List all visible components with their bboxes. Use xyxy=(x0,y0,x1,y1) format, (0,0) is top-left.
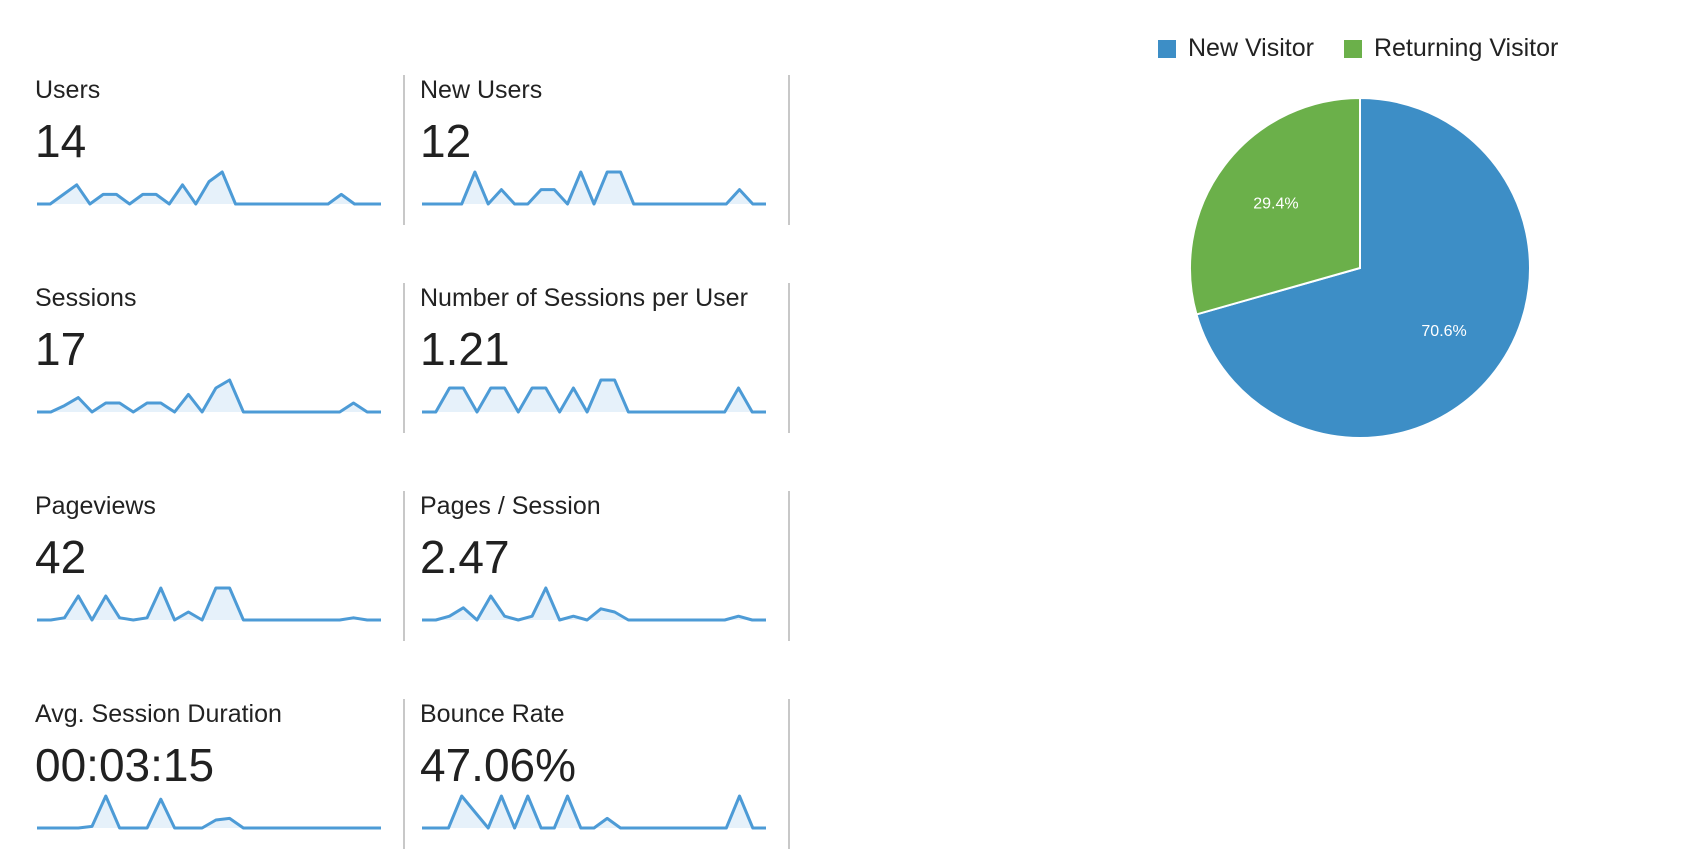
metric-sparkline xyxy=(37,586,381,622)
metric-value: 47.06% xyxy=(420,739,577,791)
metric-sparkline xyxy=(422,378,766,414)
metric-label: Pages / Session xyxy=(420,492,601,520)
pie-slice-returning-visitor[interactable] xyxy=(1189,96,1361,316)
metric-label: New Users xyxy=(420,76,543,104)
metric-card-pages-session[interactable]: Pages / Session 2.47 xyxy=(420,491,790,641)
metric-sparkline xyxy=(37,794,381,830)
legend-swatch-returning-visitor xyxy=(1343,39,1362,58)
metric-sparkline xyxy=(422,586,766,622)
metric-sparkline xyxy=(422,794,766,830)
legend-item-new-visitor[interactable]: New Visitor xyxy=(1158,34,1314,63)
metric-label: Users xyxy=(35,76,101,104)
metric-card-new-users[interactable]: New Users 12 xyxy=(420,75,790,225)
metric-value: 12 xyxy=(420,115,472,167)
metric-card-sessions[interactable]: Sessions 17 xyxy=(35,283,405,433)
metric-card-avg-session-duration[interactable]: Avg. Session Duration 00:03:15 xyxy=(35,699,405,849)
metric-card-users[interactable]: Users 14 xyxy=(35,75,405,225)
sparkline-line xyxy=(37,586,381,622)
sparkline-line xyxy=(37,378,381,414)
sparkline-area xyxy=(422,796,766,828)
metric-value: 42 xyxy=(35,531,87,583)
legend-label-returning-visitor: Returning Visitor xyxy=(1373,34,1559,62)
pie-label-new-visitor: 70.6% xyxy=(1421,323,1466,340)
legend-item-returning-visitor[interactable]: Returning Visitor xyxy=(1343,34,1559,63)
sparkline-line xyxy=(37,794,381,830)
sparkline-line xyxy=(422,378,766,414)
metric-label: Avg. Session Duration xyxy=(35,700,282,728)
metric-value: 1.21 xyxy=(420,323,510,375)
pie-label-returning-visitor: 29.4% xyxy=(1253,196,1298,213)
metric-sparkline xyxy=(37,378,381,414)
metric-label: Number of Sessions per User xyxy=(420,284,748,312)
metric-label: Sessions xyxy=(35,284,137,312)
metric-card-bounce-rate[interactable]: Bounce Rate 47.06% xyxy=(420,699,790,849)
sparkline-line xyxy=(422,794,766,830)
sparkline-area xyxy=(37,796,381,828)
pie-legend: New Visitor Returning Visitor xyxy=(1158,34,1588,63)
sparkline-line xyxy=(37,170,381,206)
metric-value: 00:03:15 xyxy=(35,739,215,791)
metric-card-pageviews[interactable]: Pageviews 42 xyxy=(35,491,405,641)
sparkline-area xyxy=(37,172,381,204)
sparkline-line xyxy=(422,586,766,622)
metric-value: 17 xyxy=(35,323,87,375)
sparkline-area xyxy=(422,172,766,204)
metric-sparkline xyxy=(37,170,381,206)
sparkline-area xyxy=(422,588,766,620)
pie-slice-new-visitor[interactable] xyxy=(1195,96,1531,439)
legend-swatch-new-visitor xyxy=(1158,39,1176,58)
metric-label: Bounce Rate xyxy=(420,700,565,728)
metric-value: 2.47 xyxy=(420,531,510,583)
metric-value: 14 xyxy=(35,115,87,167)
visitor-pie-chart: 70.6% 29.4% xyxy=(1189,96,1531,439)
metric-label: Pageviews xyxy=(35,492,156,520)
metric-card-number-of-sessions-per-user[interactable]: Number of Sessions per User 1.21 xyxy=(420,283,790,433)
legend-label-new-visitor: New Visitor xyxy=(1188,34,1314,62)
sparkline-line xyxy=(422,170,766,206)
metric-sparkline xyxy=(422,170,766,206)
